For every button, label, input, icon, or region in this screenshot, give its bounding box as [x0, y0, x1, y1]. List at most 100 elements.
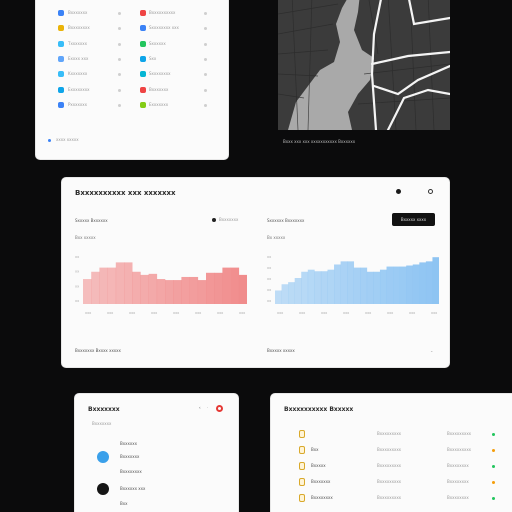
- bar[interactable]: [140, 274, 149, 304]
- app-row[interactable]: Kxxxxxxx Sxxxxxxxx: [36, 67, 228, 81]
- bar[interactable]: [281, 284, 289, 304]
- bar[interactable]: [419, 262, 427, 304]
- file-icon: [299, 446, 305, 454]
- user-icon[interactable]: [396, 189, 401, 194]
- bar[interactable]: [373, 271, 381, 304]
- table-row[interactable]: Bxxxxxxx Bxxxxxxxxx Bxxxxxxxx: [271, 475, 512, 489]
- bar[interactable]: [148, 273, 158, 304]
- avatar-icon[interactable]: [97, 451, 109, 463]
- bar[interactable]: [301, 271, 309, 304]
- status-dot-icon: [118, 73, 121, 77]
- app-row[interactable]: Bxxxxxxx Bxxxxxxxxxx: [36, 6, 228, 20]
- bar[interactable]: [399, 266, 407, 304]
- bar[interactable]: [230, 267, 240, 304]
- status-dot-icon: [48, 139, 51, 142]
- app-row[interactable]: Exxxxxxxx Bxxxxxxx: [36, 83, 228, 97]
- app-label: Bxxxxxxxxxx: [149, 10, 176, 15]
- bar[interactable]: [340, 261, 348, 304]
- app-icon: [58, 71, 64, 78]
- bar[interactable]: [307, 269, 315, 304]
- bar[interactable]: [294, 278, 302, 304]
- status-dot-icon: [118, 27, 121, 31]
- bar[interactable]: [314, 271, 322, 304]
- table-cell: Bxxxxxxxxx: [377, 495, 402, 500]
- bar[interactable]: [181, 276, 190, 304]
- app-icon: [140, 101, 146, 108]
- app-row[interactable]: Exxxx xxx Sxx: [36, 52, 228, 66]
- bar[interactable]: [173, 280, 182, 304]
- bar[interactable]: [334, 264, 341, 304]
- bar[interactable]: [115, 262, 125, 304]
- bar[interactable]: [124, 262, 133, 304]
- bar[interactable]: [107, 267, 117, 304]
- record-icon[interactable]: [216, 405, 223, 412]
- bar[interactable]: [91, 271, 100, 304]
- table-row[interactable]: Bxxxxxxxx Bxxxxxxxxx Bxxxxxxxx: [271, 491, 512, 505]
- table-row[interactable]: Bxx Bxxxxxxxxx Bxxxxxxxxx: [271, 443, 512, 457]
- bar[interactable]: [379, 269, 387, 304]
- bar[interactable]: [432, 257, 439, 304]
- bar[interactable]: [393, 266, 400, 304]
- bar[interactable]: [214, 272, 223, 304]
- app-row[interactable]: Bxxxxxxxx Sxxxxxxxx xxx: [36, 21, 228, 35]
- bar[interactable]: [83, 279, 92, 304]
- bar[interactable]: [425, 261, 433, 304]
- bar[interactable]: [353, 267, 361, 304]
- app-icon: [140, 25, 146, 32]
- bar[interactable]: [275, 290, 282, 304]
- bar[interactable]: [99, 267, 108, 304]
- app-row[interactable]: Txxxxxxx Sxxxxxx: [36, 37, 228, 51]
- bar[interactable]: [189, 276, 199, 304]
- status-dot-icon: [204, 12, 207, 15]
- export-button[interactable]: Bxxxxx xxxx: [392, 213, 435, 226]
- map-caption: Bxxx xxx xxx xxxxxxxxxxx Bxxxxxx: [283, 139, 356, 144]
- contacts-subtitle: Bxxxxxxx: [92, 421, 112, 426]
- table-cell: Bxxxxxxxx: [447, 463, 469, 468]
- table-row[interactable]: Bxxxxxxxxx Bxxxxxxxxx: [271, 427, 512, 441]
- status-dot-icon: [204, 27, 207, 31]
- chevron-down-icon[interactable]: ⌄: [430, 348, 434, 353]
- app-label: Sxx: [149, 55, 157, 61]
- bar[interactable]: [386, 266, 394, 304]
- table-cell: Bxxxxxxxxx: [447, 431, 472, 436]
- table-cell: Bxxxxxxxxx: [377, 431, 402, 436]
- bar[interactable]: [366, 271, 374, 304]
- y-tick-label: xx: [267, 299, 271, 303]
- x-tick-label: xxx: [129, 311, 135, 315]
- bar[interactable]: [347, 261, 355, 304]
- bar[interactable]: [156, 279, 166, 304]
- contacts-card: Bxxxxxxx ‹ · Bxxxxxxx Bxxxxxx Bxxxxxxx B…: [75, 394, 238, 512]
- map-view[interactable]: [278, 0, 450, 130]
- bar[interactable]: [288, 282, 295, 304]
- right-panel-subtitle: Bx xxxxx: [267, 235, 286, 240]
- dashboard-card: Bxxxxxxxxxx xxx xxxxxxx Sxxxxx Bxxxxxx B…: [62, 178, 449, 367]
- contact-item[interactable]: Bxxxxxxxx: [120, 469, 142, 474]
- bar[interactable]: [222, 267, 231, 304]
- bar[interactable]: [132, 271, 141, 304]
- table-cell: Bxxxxxxxx: [447, 495, 469, 500]
- bar[interactable]: [197, 280, 207, 304]
- bar[interactable]: [327, 269, 335, 304]
- contact-item[interactable]: Bxxxxxx: [120, 441, 137, 446]
- table-card: Bxxxxxxxxxx Bxxxxx Bxxxxxxxxx Bxxxxxxxxx B…: [271, 394, 512, 512]
- settings-icon[interactable]: [428, 189, 433, 194]
- bar[interactable]: [360, 267, 368, 304]
- chevron-icon[interactable]: ‹: [199, 405, 201, 410]
- bar[interactable]: [320, 271, 328, 304]
- bar[interactable]: [165, 280, 174, 304]
- bar[interactable]: [238, 274, 247, 304]
- app-icon: [58, 40, 64, 47]
- app-label: Exxxxxxxx: [68, 86, 90, 92]
- bar[interactable]: [206, 272, 215, 304]
- x-tick-label: xxx: [387, 311, 393, 315]
- contact-item[interactable]: Bxxxxxx xxx: [120, 486, 146, 491]
- bar[interactable]: [406, 265, 414, 304]
- contact-item[interactable]: Bxxxxxxx: [120, 454, 140, 459]
- contact-item[interactable]: Bxx: [120, 501, 128, 506]
- avatar-icon[interactable]: [97, 483, 109, 495]
- x-tick-label: xxx: [321, 311, 327, 315]
- app-row[interactable]: Pxxxxxxx Exxxxxxx: [36, 98, 228, 112]
- more-icon[interactable]: ·: [207, 405, 209, 410]
- table-row[interactable]: Bxxxxx Bxxxxxxxxx Bxxxxxxxx: [271, 459, 512, 473]
- bar[interactable]: [412, 264, 420, 304]
